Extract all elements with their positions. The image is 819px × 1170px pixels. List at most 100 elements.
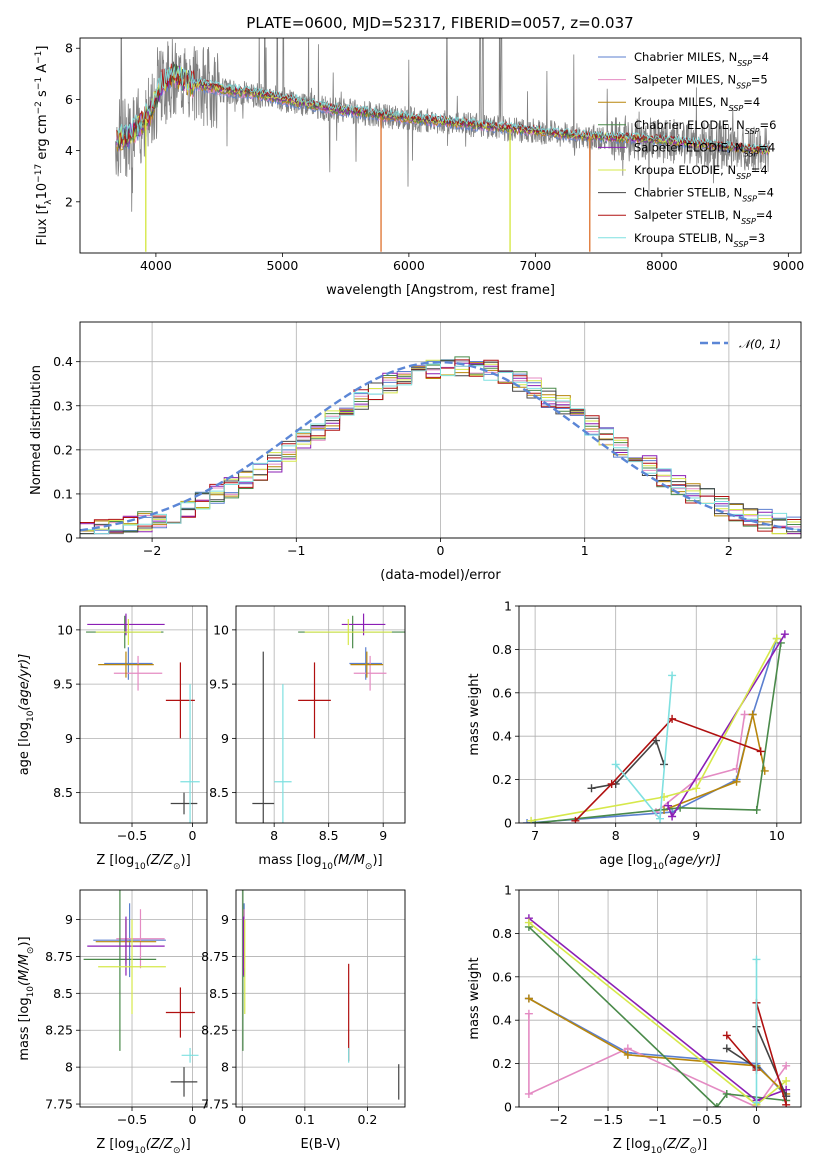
y-tick-label: 8 bbox=[65, 1060, 73, 1075]
residuals-axes: −2 −1 0 1 2 0 0.1 0.2 0.3 0.4 bbox=[53, 321, 802, 558]
x-axis-label-part: (Z/Z bbox=[662, 1137, 690, 1152]
legend-entry-sub: SSP bbox=[745, 126, 760, 135]
x-tick-label: 8.5 bbox=[319, 828, 339, 843]
x-tick-label: 0 bbox=[189, 828, 197, 843]
y-tick-label: 0.2 bbox=[492, 772, 512, 787]
y-tick-label: 2 bbox=[65, 194, 73, 209]
z_vs_mass-grid bbox=[80, 890, 207, 1107]
x-axis-label-part: 10 bbox=[651, 1146, 663, 1156]
legend-entry-count: =6 bbox=[760, 118, 777, 132]
x-axis-label-part: )] bbox=[697, 1137, 707, 1152]
y-tick-label: 9 bbox=[65, 912, 73, 927]
y-axis-label-part: −2 bbox=[34, 101, 44, 114]
legend-entry-sub: SSP bbox=[744, 149, 759, 158]
x-axis-label-part: Z [log bbox=[96, 1137, 134, 1152]
x-tick-label: 9 bbox=[692, 828, 700, 843]
legend-entry: Salpeter ELODIE, NSSP=4 bbox=[634, 140, 775, 158]
spectrum-plot-area bbox=[115, 38, 770, 252]
weight-marker-kroupa_stelib bbox=[752, 1098, 761, 1107]
legend-entry-name: Salpeter MILES, N bbox=[634, 73, 736, 87]
weight-marker-salpeter_elodie bbox=[664, 801, 673, 810]
weight-marker-kroupa_elodie bbox=[772, 634, 781, 643]
x-tick-label: −2 bbox=[143, 543, 161, 558]
weight-line-chabrier_miles bbox=[527, 638, 778, 823]
y-axis-label-part: )] bbox=[17, 936, 32, 946]
z_vs_weight-grid bbox=[519, 889, 801, 1108]
y-axis-label: mass weight bbox=[467, 673, 482, 755]
legend-entry-name: Kroupa MILES, N bbox=[634, 95, 729, 109]
legend-entry: Chabrier MILES, NSSP=4 bbox=[634, 50, 769, 68]
legend-entry-sub: SSP bbox=[736, 172, 751, 181]
legend-entry-count: =4 bbox=[758, 140, 775, 154]
x-tick-label: 7 bbox=[531, 828, 539, 843]
x-tick-label: −1.5 bbox=[593, 1112, 623, 1127]
weight-marker-kroupa_stelib bbox=[656, 814, 664, 823]
y-tick-label: 0.8 bbox=[492, 642, 512, 657]
weight-line-salpeter_miles bbox=[655, 714, 746, 813]
weight-marker-kroupa_elodie bbox=[782, 1076, 791, 1085]
weight-marker-chabrier_miles bbox=[523, 819, 532, 823]
x-axis-label: mass [log10(M/M⊙)] bbox=[258, 853, 382, 872]
x-axis-label-part: (Z/Z bbox=[146, 1137, 174, 1152]
x-tick-label: 5000 bbox=[266, 258, 298, 273]
ebv_vs_mass-panel: 0 0.1 0.2 7.75 8 8.25 8.5 8.75 9 E(B-V) bbox=[201, 889, 406, 1152]
weight-marker-kroupa_miles bbox=[732, 777, 741, 786]
y-tick-label: 10 bbox=[213, 622, 229, 637]
weight-marker-salpeter_miles bbox=[782, 1061, 791, 1070]
axes-frame bbox=[235, 889, 406, 1108]
x-tick-label: 0 bbox=[189, 1112, 197, 1127]
x-tick-label: 9 bbox=[379, 828, 387, 843]
x-axis-label-part: ⊙ bbox=[173, 862, 181, 872]
legend-entry-sub: SSP bbox=[736, 81, 751, 90]
y-tick-label: 8.5 bbox=[209, 785, 229, 800]
spectrum-axes: 4000 5000 6000 7000 8000 9000 2 4 6 8 bbox=[65, 37, 804, 273]
y-axis-label-part: Flux [f bbox=[35, 204, 50, 245]
y-tick-label: 8 bbox=[65, 41, 73, 56]
axes-frame bbox=[518, 605, 802, 824]
z_vs_age-plot-area bbox=[86, 613, 200, 823]
weight-marker-chabrier_stelib bbox=[722, 1044, 731, 1053]
x-axis-label: Z [log10(Z/Z⊙)] bbox=[96, 853, 190, 872]
y-axis-label-part: −17 bbox=[34, 164, 44, 183]
y-tick-label: 8.5 bbox=[53, 986, 73, 1001]
y-tick-label: 0.8 bbox=[492, 926, 512, 941]
age_vs_weight-axes: 7 8 9 10 0 0.2 0.4 0.6 0.8 1 bbox=[492, 599, 802, 843]
y-axis-label-part: mass [log bbox=[17, 997, 32, 1060]
weight-marker-salpeter_elodie bbox=[668, 812, 677, 821]
weight-marker-kroupa_miles bbox=[524, 994, 533, 1003]
residuals-panel: −2 −1 0 1 2 0 0.1 0.2 0.3 0.4 𝒩(0, 1) (data-model)/… bbox=[29, 321, 802, 583]
weight-marker-chabrier_stelib bbox=[587, 784, 596, 793]
y-axis-label-part: erg cm bbox=[35, 114, 50, 163]
x-axis-label-part: 10 bbox=[134, 862, 146, 872]
legend-entry-sub: SSP bbox=[729, 104, 744, 113]
y-axis-label-part: ] bbox=[35, 46, 50, 51]
y-tick-label: 0.4 bbox=[492, 729, 512, 744]
y-axis-label-part: −1 bbox=[34, 51, 44, 64]
weight-marker-chabrier_stelib bbox=[651, 736, 660, 745]
z_vs_age-axes: −0.5 0 8.5 9 9.5 10 bbox=[53, 605, 208, 843]
z_vs_mass-axes: −0.5 0 7.75 8 8.25 8.5 8.75 9 bbox=[45, 889, 208, 1127]
legend-entry-count: =5 bbox=[751, 73, 768, 87]
weight-marker-kroupa_miles bbox=[748, 710, 757, 719]
histogram-kroupa_stelib bbox=[80, 363, 801, 535]
x-axis-label-part: )] bbox=[181, 1137, 191, 1152]
y-tick-label: 1 bbox=[504, 883, 512, 898]
y-tick-label: 9 bbox=[221, 912, 229, 927]
weight-marker-salpeter_stelib bbox=[756, 747, 765, 756]
y-tick-label: 0 bbox=[504, 816, 512, 831]
weight-marker-kroupa_miles bbox=[623, 1050, 632, 1059]
x-axis-label: (data-model)/error bbox=[380, 568, 501, 583]
weight-marker-salpeter_miles bbox=[524, 1009, 533, 1018]
residuals-plot-area bbox=[80, 356, 801, 535]
y-tick-label: 0 bbox=[504, 1100, 512, 1115]
x-tick-label: 10 bbox=[769, 828, 785, 843]
x-axis-label: Z [log10(Z/Z⊙)] bbox=[96, 1137, 190, 1156]
legend-entry-name: Chabrier ELODIE, N bbox=[634, 118, 745, 132]
y-tick-label: 8.5 bbox=[53, 785, 73, 800]
z_vs_mass-plot-area bbox=[83, 890, 199, 1097]
y-axis-label: age [log10(age/yr)] bbox=[17, 654, 36, 776]
